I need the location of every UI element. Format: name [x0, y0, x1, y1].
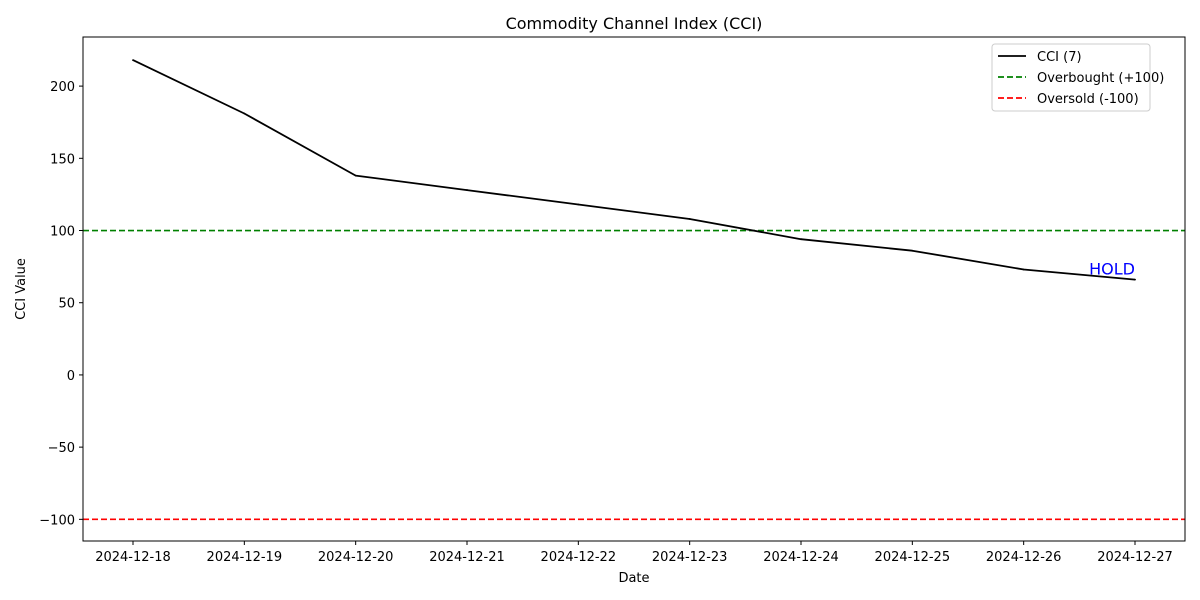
data-point: [1134, 278, 1136, 281]
x-tick-label: 2024-12-18: [95, 550, 171, 565]
y-tick-label: 150: [50, 152, 75, 167]
x-tick-label: 2024-12-22: [541, 550, 617, 565]
x-tick-label: 2024-12-21: [429, 550, 505, 565]
y-tick-label: 0: [67, 369, 75, 384]
data-point: [243, 112, 246, 115]
plot-frame: [82, 36, 1186, 542]
x-tick-label: 2024-12-24: [763, 550, 839, 565]
legend-label-oversold: Oversold (-100): [1037, 92, 1139, 107]
data-point: [800, 238, 802, 241]
y-tick-label: 100: [50, 225, 75, 240]
data-point: [466, 189, 468, 191]
series-line-cci: [132, 59, 1136, 281]
legend-box: [991, 43, 1151, 112]
x-tick-label: 2024-12-19: [207, 550, 283, 565]
annotation-hold: HOLD: [1089, 260, 1135, 279]
legend-label-overbought: Overbought (+100): [1037, 71, 1164, 86]
data-point: [1022, 268, 1025, 271]
x-tick-label: 2024-12-27: [1097, 550, 1173, 565]
data-point: [911, 249, 914, 252]
x-tick-label: 2024-12-23: [652, 550, 728, 565]
x-tick-label: 2024-12-26: [986, 550, 1062, 565]
x-tick-label: 2024-12-25: [875, 550, 951, 565]
data-point: [577, 203, 580, 206]
y-axis-title: CCI Value: [14, 258, 29, 320]
legend: CCI (7) Overbought (+100) Oversold (-100…: [991, 43, 1164, 112]
data-point: [354, 174, 357, 177]
y-axis: −100 −50 0 50 100 150 200: [39, 80, 83, 528]
y-tick-label: 200: [50, 80, 75, 95]
chart-title: Commodity Channel Index (CCI): [506, 14, 763, 33]
x-tick-label: 2024-12-20: [318, 550, 394, 565]
y-tick-label: 50: [58, 297, 75, 312]
x-axis-title: Date: [618, 571, 649, 586]
data-point: [688, 218, 691, 220]
y-tick-label: −50: [48, 441, 75, 456]
legend-label-cci: CCI (7): [1037, 50, 1082, 65]
y-tick-label: −100: [39, 513, 75, 528]
data-point: [132, 59, 134, 62]
x-axis: 2024-12-18 2024-12-19 2024-12-20 2024-12-21…: [95, 541, 1173, 565]
